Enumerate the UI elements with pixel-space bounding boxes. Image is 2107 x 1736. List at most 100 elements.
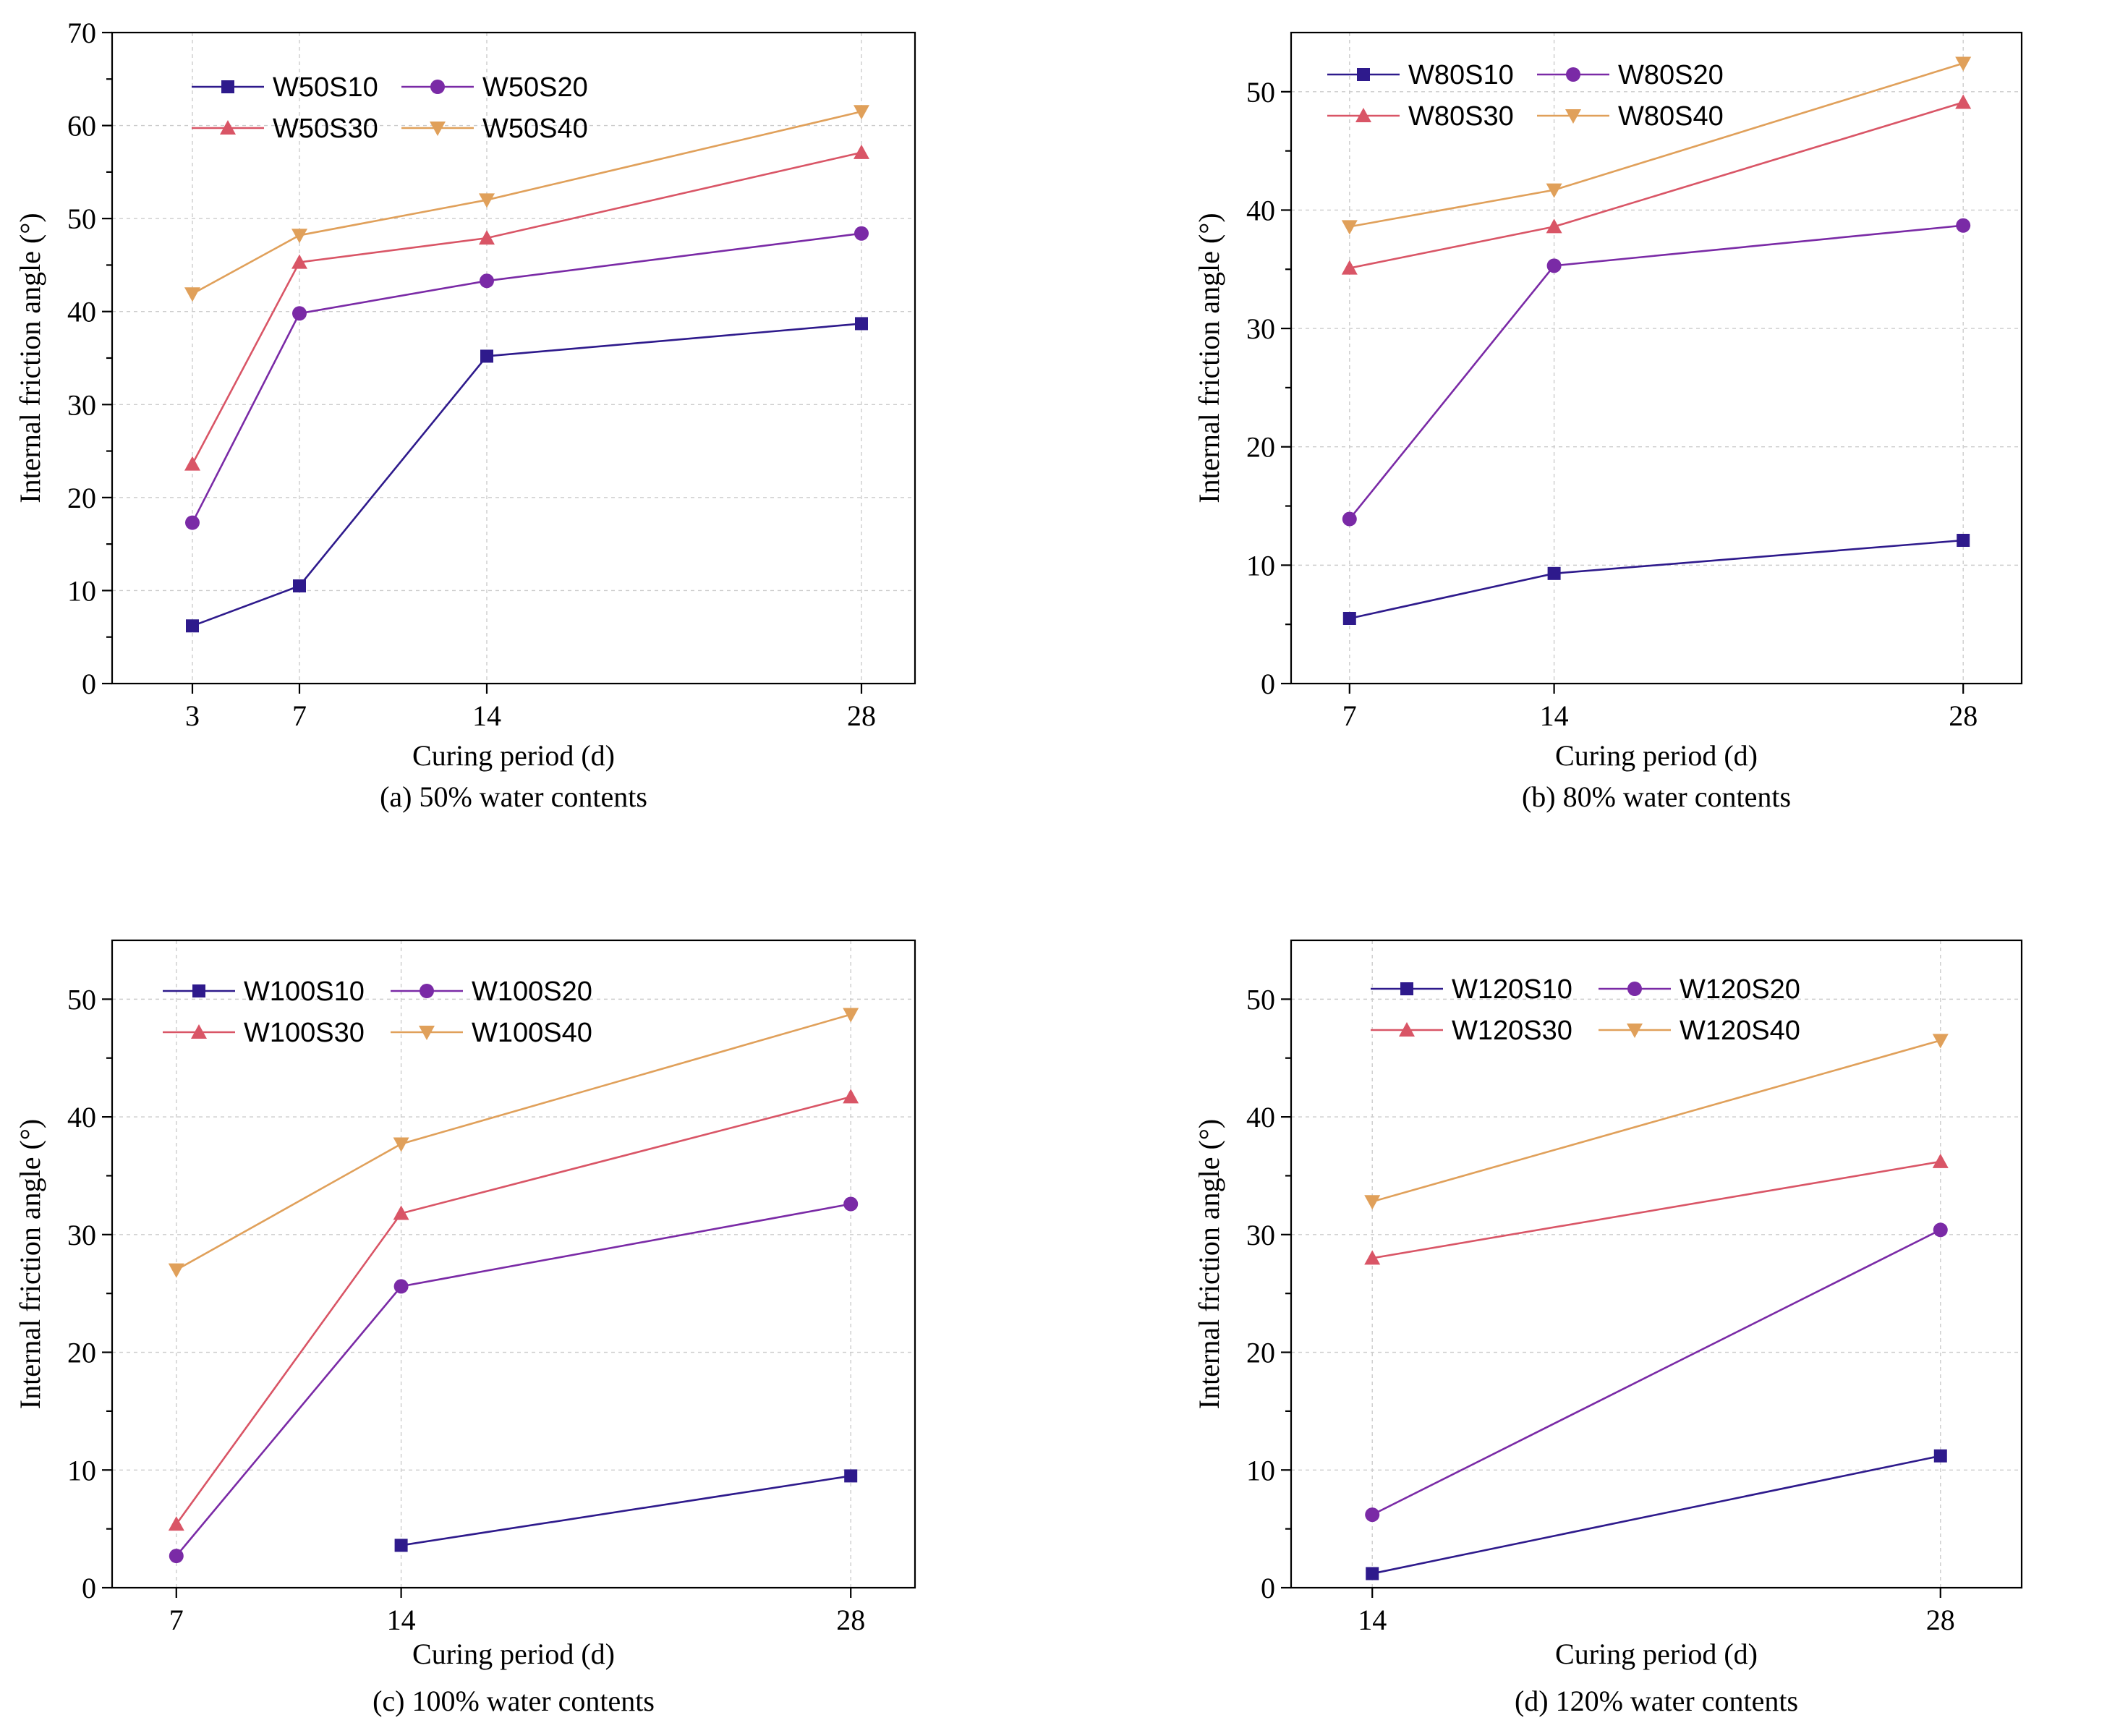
- chart-panel-1: 0 10 20 30 40 50 7 14 28 Curing period (d) Interna…: [1193, 31, 2023, 813]
- y-tick-label: 20: [67, 482, 96, 514]
- legend-label: W80S10: [1408, 60, 1514, 90]
- y-axis-title: Internal friction angle (°): [1193, 1119, 1225, 1409]
- data-point-W80S30: [1955, 94, 1972, 109]
- legend-item: W80S10: [1327, 60, 1514, 90]
- y-tick-label: 50: [1246, 76, 1275, 109]
- x-tick-label: 28: [1926, 1604, 1955, 1636]
- series-line-W80S10: [1349, 539, 1964, 620]
- data-point-W80S10: [1547, 566, 1561, 580]
- legend-marker: [1399, 1022, 1415, 1037]
- chart-panel-2: 0 10 20 30 40 50 7 14 28 Curing period (d) Interna…: [14, 939, 916, 1717]
- legend-item: W50S20: [401, 72, 588, 103]
- legend-label: W100S30: [244, 1018, 365, 1048]
- legend-label: W100S10: [244, 977, 365, 1007]
- data-point-W50S30: [854, 144, 869, 159]
- legend-item: W120S20: [1599, 974, 1800, 1005]
- data-point-W50S10: [480, 349, 493, 363]
- y-tick-label: 50: [1246, 983, 1275, 1016]
- plot-frame: [111, 939, 916, 1589]
- data-point-W50S20: [185, 515, 200, 530]
- legend-label: W120S40: [1680, 1016, 1800, 1046]
- legend-marker: [1355, 108, 1371, 122]
- x-tick-label: 7: [1342, 699, 1357, 732]
- data-point-W80S10: [1342, 612, 1356, 625]
- data-point-W50S40: [854, 105, 869, 120]
- y-tick-label: 30: [1246, 312, 1275, 345]
- legend-item: W50S40: [401, 114, 588, 144]
- legend-marker: [419, 1026, 435, 1040]
- legend-item: W100S30: [163, 1018, 365, 1048]
- data-point-W80S10: [1957, 534, 1970, 547]
- x-tick-label: 3: [185, 699, 200, 732]
- data-point-W50S10: [186, 619, 199, 633]
- y-tick-label: 60: [67, 110, 96, 142]
- chart-panel-3: 0 10 20 30 40 50 14 28 Curing period (d) Internal…: [1193, 939, 2023, 1717]
- series-line-W50S20: [191, 232, 862, 524]
- x-tick-label: 28: [1949, 699, 1978, 732]
- legend-item: W80S30: [1327, 101, 1514, 132]
- data-point-W50S40: [184, 287, 200, 302]
- y-tick-label: 50: [67, 203, 96, 235]
- x-axis-title: Curing period (d): [412, 1638, 615, 1670]
- series-line-W100S10: [401, 1475, 851, 1546]
- data-point-W50S40: [479, 193, 495, 208]
- x-axis-title: Curing period (d): [1555, 739, 1758, 772]
- y-tick-label: 40: [1246, 1101, 1275, 1133]
- legend-marker: [1565, 109, 1581, 124]
- series-line-W80S20: [1348, 224, 1964, 520]
- x-tick-label: 28: [847, 699, 876, 732]
- data-point-W120S40: [1364, 1195, 1381, 1210]
- data-point-W80S40: [1546, 183, 1562, 198]
- data-point-W100S30: [393, 1205, 409, 1220]
- data-point-W50S10: [293, 579, 306, 592]
- legend-item: W120S40: [1599, 1016, 1800, 1046]
- x-tick-label: 28: [836, 1604, 865, 1636]
- data-point-W100S40: [168, 1263, 184, 1278]
- chart-panel-0: 0 10 20 30 40 50 60 70 3 7 14 28 Curing period (d) In…: [14, 17, 916, 813]
- plot-frame: [1290, 31, 2023, 685]
- series-line-W120S30: [1372, 1160, 1941, 1259]
- data-point-W50S20: [854, 226, 869, 241]
- legend-label: W120S10: [1452, 974, 1572, 1005]
- data-point-W100S10: [844, 1469, 858, 1483]
- series-line-W50S30: [191, 151, 862, 465]
- legend-marker: [1627, 1024, 1643, 1038]
- data-point-W100S30: [168, 1516, 184, 1531]
- legend-label: W100S20: [472, 977, 592, 1007]
- legend-marker: [1357, 68, 1370, 81]
- data-point-W120S20: [1365, 1507, 1380, 1523]
- data-point-W80S40: [1341, 220, 1358, 235]
- series-line-W120S10: [1371, 1455, 1941, 1575]
- legend-marker: [221, 80, 234, 93]
- data-point-W80S40: [1955, 56, 1972, 72]
- x-tick-label: 7: [292, 699, 307, 732]
- x-tick-label: 14: [1358, 1604, 1387, 1636]
- y-tick-label: 0: [82, 1572, 96, 1604]
- data-point-W100S20: [393, 1279, 409, 1294]
- legend-label: W100S40: [472, 1018, 592, 1048]
- y-tick-label: 50: [67, 983, 96, 1016]
- y-tick-label: 30: [67, 388, 96, 421]
- legend-item: W100S40: [391, 1018, 592, 1048]
- legend-label: W50S20: [482, 72, 588, 103]
- legend-label: W50S30: [273, 114, 378, 144]
- y-tick-label: 20: [1246, 431, 1275, 464]
- data-point-W100S10: [394, 1539, 408, 1552]
- legend-item: W80S40: [1537, 101, 1724, 132]
- data-point-W80S30: [1341, 260, 1358, 275]
- data-point-W80S20: [1342, 511, 1357, 527]
- y-tick-label: 30: [1246, 1219, 1275, 1251]
- legend-marker: [192, 984, 205, 997]
- data-point-W100S30: [843, 1089, 859, 1104]
- y-tick-label: 40: [67, 1101, 96, 1133]
- x-tick-label: 7: [169, 1604, 184, 1636]
- x-axis-title: Curing period (d): [1555, 1638, 1758, 1670]
- data-point-W100S40: [393, 1137, 409, 1152]
- series-line-W100S30: [175, 1096, 851, 1525]
- legend-marker: [1627, 982, 1642, 996]
- data-point-W50S30: [291, 254, 307, 269]
- panel-caption: (c) 100% water contents: [373, 1685, 655, 1717]
- y-tick-label: 10: [67, 574, 96, 607]
- panel-caption: (b) 80% water contents: [1522, 780, 1791, 813]
